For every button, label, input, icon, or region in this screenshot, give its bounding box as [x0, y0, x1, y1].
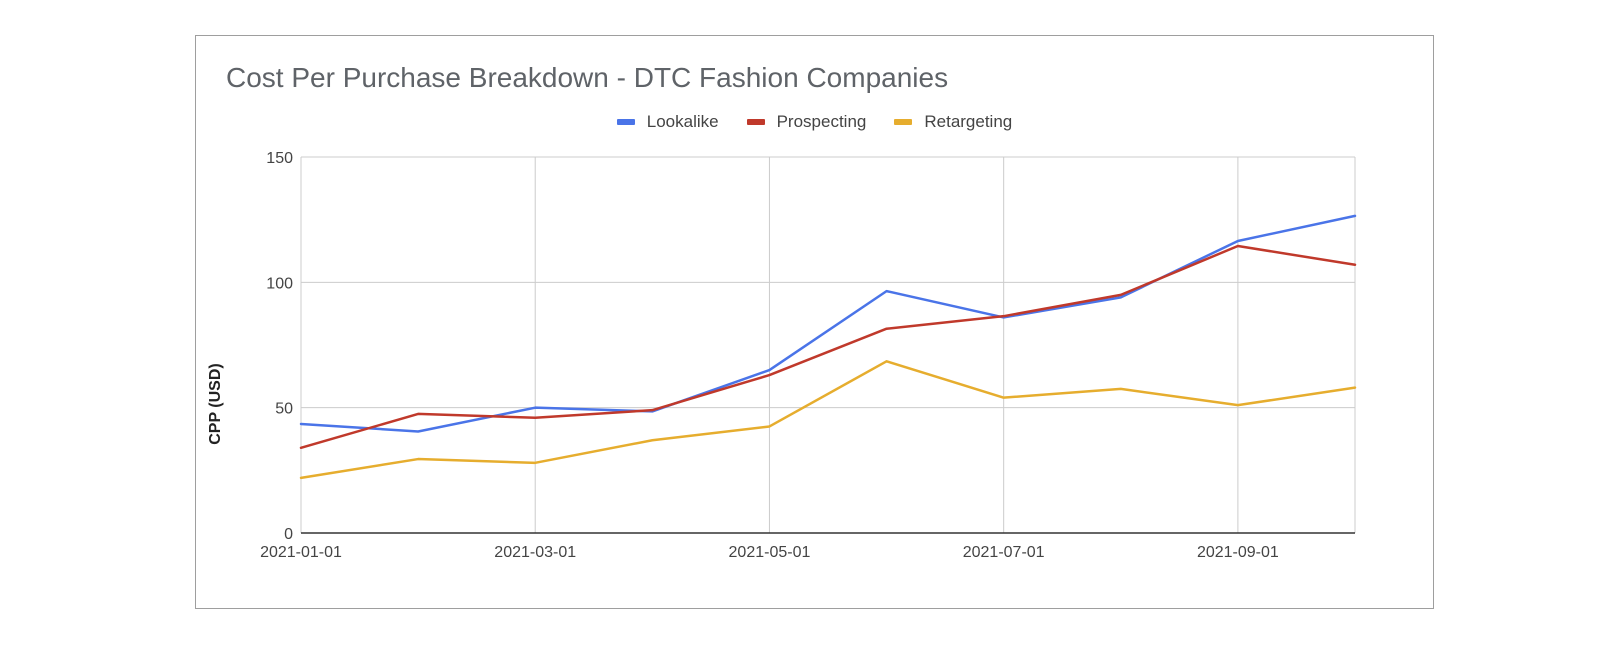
x-tick-label: 2021-09-01: [1197, 544, 1279, 561]
x-tick-label: 2021-01-01: [260, 544, 342, 561]
legend-label-retargeting: Retargeting: [924, 112, 1013, 131]
legend-label-lookalike: Lookalike: [646, 112, 719, 131]
chart-title: Cost Per Purchase Breakdown - DTC Fashio…: [226, 62, 949, 93]
series-line-prospecting[interactable]: [299, 244, 1357, 450]
series-line-retargeting[interactable]: [299, 360, 1357, 480]
legend-item-retargeting[interactable]: Retargeting: [894, 112, 1012, 132]
legend-swatch-prospecting: [746, 119, 765, 125]
legend-item-lookalike[interactable]: Lookalike: [616, 112, 719, 132]
legend-label-prospecting: Prospecting: [776, 112, 867, 131]
chart-frame: Cost Per Purchase Breakdown - DTC Fashio…: [195, 35, 1434, 609]
y-tick-label: 100: [266, 275, 293, 292]
y-tick-label: 0: [284, 526, 293, 543]
x-tick-label: 2021-03-01: [494, 544, 576, 561]
tick-labels: 0 50 100 150 2021-01-01 2021-03-01 2021-05-01 2…: [260, 150, 1279, 561]
x-tick-label: 2021-05-01: [729, 544, 811, 561]
x-tick-label: 2021-07-01: [963, 544, 1045, 561]
series-lines: [299, 214, 1357, 480]
y-tick-label: 150: [266, 150, 293, 167]
plot-area: 0 50 100 150 2021-01-01 2021-03-01 2021-05-01 2…: [260, 150, 1357, 561]
gridlines: [300, 156, 1356, 533]
legend-swatch-retargeting: [894, 119, 913, 125]
y-tick-label: 50: [275, 401, 293, 418]
legend-item-prospecting[interactable]: Prospecting: [746, 112, 867, 132]
legend: Lookalike Prospecting Retargeting: [196, 112, 1433, 132]
legend-swatch-lookalike: [616, 119, 635, 125]
